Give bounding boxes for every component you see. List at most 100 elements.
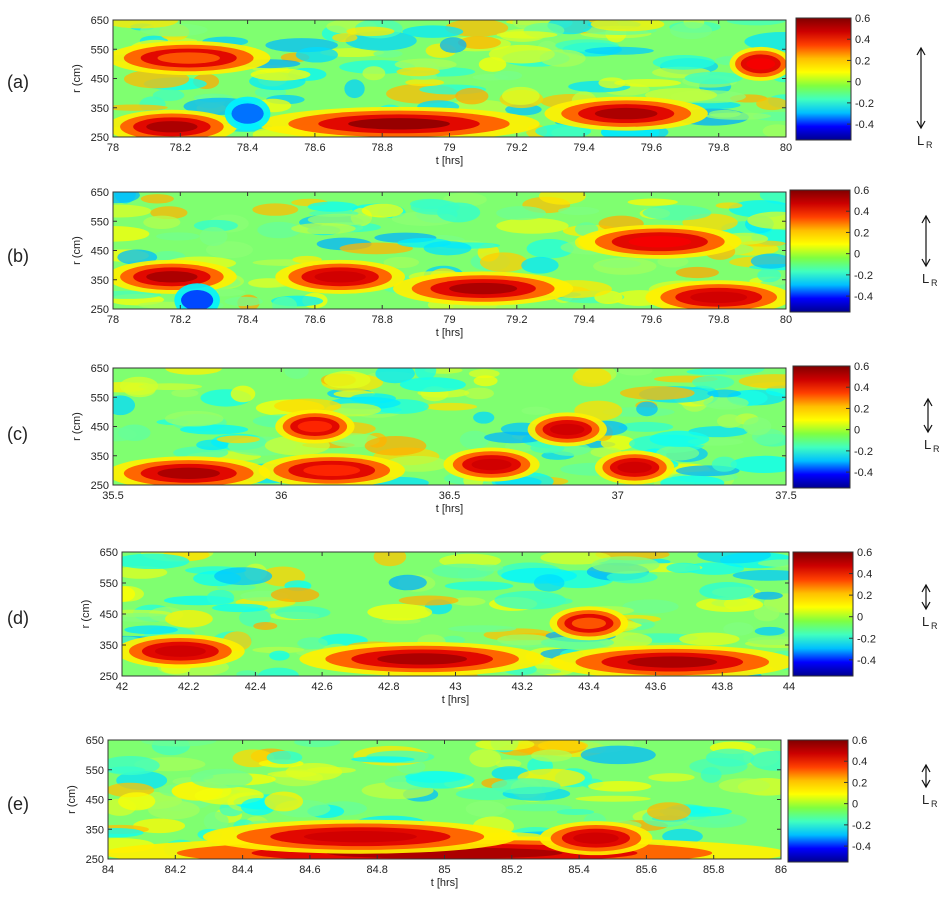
heatmap-cell: [439, 37, 467, 53]
colorbar-tick-label: 0: [854, 249, 860, 261]
heatmap-field: [113, 20, 786, 137]
x-axis-label: t [hrs]: [431, 877, 459, 889]
heatmap-cell: [649, 430, 710, 448]
heatmap-cell: [212, 603, 268, 613]
arrow-head-up: [921, 583, 931, 593]
y-tick-label: 350: [100, 640, 118, 652]
heatmap-cell: [155, 232, 200, 241]
heatmap-cell: [474, 564, 504, 572]
heatmap-cell: [533, 574, 565, 592]
x-tick-label: 43.2: [511, 681, 532, 693]
heatmap-cell: [743, 417, 772, 436]
heatmap-cell: [590, 20, 665, 32]
x-tick-label: 85: [438, 864, 450, 876]
x-tick-label: 79: [443, 142, 455, 154]
heatmap-cell: [660, 475, 725, 485]
heatmap-feature: [297, 420, 333, 433]
heatmap-cell: [269, 650, 290, 661]
colorbar-tick-label: -0.2: [857, 633, 876, 645]
heatmap-cell: [750, 253, 786, 269]
colorbar-tick-label: -0.4: [854, 291, 873, 303]
colorbar: 0.6 0.4 0.2 0 -0.2 -0.4: [792, 547, 876, 677]
heatmap-cell: [646, 802, 691, 821]
arrow-head-down: [916, 120, 926, 130]
heatmap-cell: [675, 266, 719, 279]
heatmap-cell: [600, 435, 635, 451]
y-axis-label: r (cm): [71, 412, 83, 441]
length-scale-subscript: R: [931, 621, 938, 631]
heatmap-cell: [113, 104, 168, 111]
heatmap-cell: [558, 206, 600, 216]
x-tick-label: 79.6: [641, 142, 662, 154]
heatmap-cell: [648, 773, 695, 782]
x-tick-label: 84.6: [299, 864, 320, 876]
heatmap-cell: [473, 375, 498, 387]
heatmap-cell: [501, 86, 540, 106]
heatmap-cell: [593, 257, 657, 275]
heatmap-cell: [138, 383, 202, 391]
x-tick-label: 79.2: [506, 142, 527, 154]
heatmap-cell: [373, 552, 407, 567]
heatmap-cell: [540, 552, 611, 565]
heatmap-cell: [539, 49, 586, 67]
heatmap-cell: [465, 800, 506, 817]
heatmap-cell: [284, 368, 309, 379]
y-tick-label: 650: [86, 735, 104, 747]
arrow-head-down: [921, 601, 931, 611]
heatmap-cell: [666, 562, 701, 573]
heatmap-cell: [113, 192, 140, 204]
heatmap-cell: [252, 646, 305, 654]
colorbar-tick-label: 0.6: [852, 735, 867, 747]
heatmap-cell: [364, 436, 427, 456]
x-tick-label: 78.8: [371, 314, 392, 326]
heatmap-cell: [468, 369, 500, 379]
heatmap-cell: [383, 256, 420, 269]
heatmap-cell: [699, 582, 756, 601]
heatmap-cell: [538, 740, 589, 752]
length-scale-subscript: R: [931, 799, 938, 809]
heatmap-cell: [619, 386, 695, 400]
heatmap-cell: [451, 597, 486, 606]
heatmap-feature: [571, 617, 607, 629]
heatmap-cell: [493, 70, 523, 81]
heatmap-cell: [572, 368, 612, 387]
x-tick-label: 85.4: [568, 864, 589, 876]
heatmap-cell: [475, 740, 535, 751]
y-tick-label: 650: [100, 547, 118, 559]
x-tick-label: 84.2: [165, 864, 186, 876]
y-tick-label: 450: [91, 246, 109, 258]
x-tick-label: 42.2: [178, 681, 199, 693]
heatmap-cell: [747, 211, 786, 229]
y-tick-label: 350: [91, 103, 109, 115]
colorbar-tick-label: 0.4: [854, 206, 869, 218]
heatmap-feature: [348, 118, 450, 130]
heatmap-cell: [344, 79, 365, 99]
y-axis-label: r (cm): [71, 64, 83, 93]
heatmap-cell: [697, 552, 771, 564]
heatmap-cell: [700, 767, 722, 783]
colorbar-tick-label: 0: [852, 799, 858, 811]
heatmap-cell: [396, 67, 440, 77]
colorbar-scale: [787, 739, 849, 863]
x-tick-label: 79.2: [506, 314, 527, 326]
heatmap-cell: [715, 202, 743, 209]
x-tick-label: 79.8: [708, 142, 729, 154]
heatmap-cell: [636, 401, 658, 417]
heatmap-cell: [584, 46, 654, 55]
heatmap-cell: [180, 424, 249, 435]
heatmap-feature: [594, 107, 658, 120]
heatmap-cell: [297, 637, 328, 650]
y-tick-label: 250: [91, 132, 109, 144]
x-tick-label: 36.5: [439, 490, 460, 502]
heatmap-cell: [679, 632, 740, 646]
heatmap-cell: [441, 635, 465, 645]
heatmap-cell: [703, 396, 749, 410]
heatmap-cell: [122, 586, 136, 602]
length-scale-subscript: R: [931, 278, 938, 288]
heatmap-cell: [575, 795, 651, 802]
heatmap-cell: [717, 414, 743, 428]
